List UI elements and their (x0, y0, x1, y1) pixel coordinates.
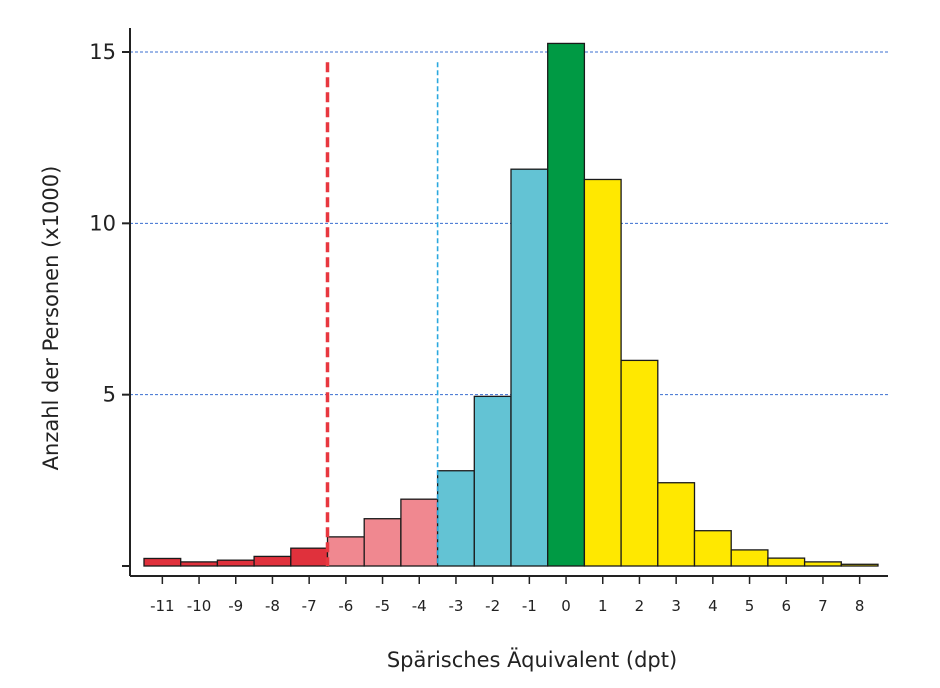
histogram-bar (693, 530, 732, 567)
x-axis-title: Spärisches Äquivalent (dpt) (387, 647, 677, 672)
x-tick-label: -3 (448, 597, 463, 615)
reference-lines (325, 62, 439, 566)
x-tick-label: 2 (635, 597, 645, 615)
x-tick-label: 6 (781, 597, 791, 615)
y-tick-label: 10 (89, 211, 116, 235)
histogram-bar (767, 557, 806, 567)
histogram-bar (326, 536, 365, 567)
y-tick-label: 5 (103, 383, 116, 407)
histogram-bar (730, 549, 769, 567)
x-tick-label: 4 (708, 597, 718, 615)
x-tick-label: -6 (338, 597, 353, 615)
x-tick-label: -2 (485, 597, 500, 615)
histogram-bar (363, 518, 402, 567)
x-tick-label: -7 (302, 597, 317, 615)
x-tick-label: -11 (150, 597, 175, 615)
histogram-bar (510, 168, 549, 567)
grid-lines (130, 51, 888, 396)
x-tick-label: 8 (855, 597, 865, 615)
x-tick-label: 0 (561, 597, 571, 615)
x-tick-label: -8 (265, 597, 280, 615)
histogram-bar (473, 395, 512, 567)
histogram-bar (216, 559, 255, 567)
bars (143, 42, 879, 567)
x-tick-label: 3 (671, 597, 681, 615)
histogram-bar (143, 557, 182, 567)
histogram-bar (657, 482, 696, 567)
x-tick-label: -9 (228, 597, 243, 615)
histogram-bar (400, 498, 439, 567)
y-axis-title: Anzahl der Personen (x1000) (39, 166, 63, 471)
histogram-bar (436, 470, 475, 567)
x-ticks: -11 -10 -9 -8 -7 -6 -5 -4 -3 -2 -1 0 1 2 3 4 5 6 7 8 (150, 576, 864, 615)
histogram-bar (547, 42, 586, 567)
histogram-bar (290, 547, 329, 567)
histogram-bar (253, 555, 292, 567)
x-tick-label: -1 (522, 597, 537, 615)
x-tick-label: 1 (598, 597, 608, 615)
x-tick-label: 7 (818, 597, 828, 615)
histogram-bar (840, 563, 879, 567)
histogram-bar (180, 561, 219, 567)
histogram-bar (803, 561, 842, 567)
y-tick-label: 15 (89, 40, 116, 64)
x-tick-label: -10 (187, 597, 212, 615)
axes (129, 28, 888, 577)
x-tick-label: 5 (745, 597, 755, 615)
histogram-bar (620, 359, 659, 567)
x-tick-label: -4 (412, 597, 427, 615)
histogram-bar (583, 178, 622, 567)
y-ticks: 5 10 15 (89, 40, 130, 567)
x-tick-label: -5 (375, 597, 390, 615)
